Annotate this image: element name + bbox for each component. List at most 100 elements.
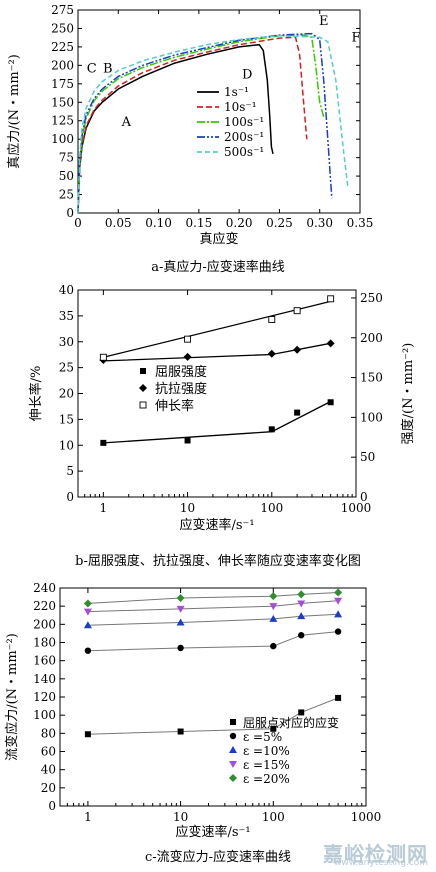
y-axis-label: 流变应力/(N・mm⁻²): [4, 633, 20, 761]
data-point-0: [184, 437, 191, 444]
series-line-0: [77, 43, 274, 214]
data-point-2: [293, 307, 301, 315]
data-point-3: [297, 600, 306, 608]
y-tick-label: 240: [33, 581, 56, 595]
y2-tick-label: 150: [360, 371, 383, 385]
point-label: D: [242, 68, 252, 83]
y-tick-label: 275: [51, 3, 74, 17]
data-point-0: [100, 439, 107, 446]
y-tick-label: 20: [59, 387, 74, 401]
data-point-0: [84, 731, 91, 738]
x-tick-label: 10: [180, 501, 195, 515]
y-tick-label: 225: [51, 40, 74, 54]
series-line-4: [77, 35, 349, 214]
legend-marker: [139, 384, 147, 392]
y-tick-label: 15: [59, 412, 74, 426]
y-tick-label: 200: [51, 58, 74, 72]
x-tick-label: 1: [100, 501, 108, 515]
series-line-2: [77, 34, 325, 214]
x-tick-label: 0.05: [105, 216, 132, 230]
x-tick-label: 0: [74, 216, 82, 230]
data-point-0: [177, 728, 184, 735]
y-tick-label: 140: [33, 672, 56, 686]
y-tick-label: 0: [66, 490, 74, 504]
data-point-2: [184, 335, 192, 343]
y-tick-label: 150: [51, 95, 74, 109]
legend-label: 100s⁻¹: [224, 115, 264, 129]
legend-label: 屈服点对应的应变: [243, 715, 339, 730]
data-point-0: [268, 426, 275, 433]
data-point-2: [297, 612, 306, 620]
y-tick-label: 120: [33, 690, 56, 704]
legend-label: ε =5%: [243, 730, 282, 744]
chart-panel-c: 1 10 100 1000 0 20 40 60 80 100 120 140 160 180 200 220…: [0, 580, 436, 872]
watermark-logo: 嘉峪检测网: [323, 842, 428, 866]
x-tick-label: 0.15: [185, 216, 212, 230]
y-tick-label: 125: [51, 114, 74, 128]
y-tick-label: 250: [51, 21, 74, 35]
y-tick-label: 50: [59, 169, 74, 183]
y-axis-label: 伸长率/%: [28, 366, 44, 422]
x-tick-label: 100: [262, 810, 285, 824]
y-tick-label: 25: [59, 188, 74, 202]
data-point-2: [99, 353, 107, 361]
y2-tick-label: 200: [360, 331, 383, 345]
x-tick-label: 1000: [351, 810, 382, 824]
y-tick-label: 100: [33, 708, 56, 722]
y-tick-label: 10: [59, 438, 74, 452]
legend-marker: [230, 719, 236, 725]
chart-c-caption: c-流变应力-应变速率曲线: [144, 850, 292, 865]
y-tick-label: 25: [59, 361, 74, 375]
y2-tick-label: 250: [360, 291, 383, 305]
data-point-3: [269, 603, 278, 611]
chart-b-caption: b-屈服强度、抗拉强度、伸长率随应变速率变化图: [75, 554, 361, 569]
y-tick-label: 20: [41, 781, 56, 795]
data-point-3: [176, 605, 185, 613]
plot-frame: [59, 587, 367, 807]
x-tick-label: 10: [173, 810, 188, 824]
y-tick-label: 5: [66, 464, 74, 478]
flow-stress-chart: 1 10 100 1000 0 20 40 60 80 100 120 140 160 180 200 220…: [4, 581, 382, 840]
legend-marker: [139, 401, 147, 409]
legend-label: 10s⁻¹: [224, 100, 257, 114]
x-tick-label: 100: [260, 501, 283, 515]
y-tick-label: 40: [59, 283, 74, 297]
data-point-2: [268, 316, 276, 323]
series-line-3: [77, 32, 333, 214]
data-point-4: [83, 599, 92, 608]
plot-frame: [77, 9, 361, 214]
legend-label: 屈服强度: [155, 364, 207, 380]
data-point-1: [326, 339, 335, 348]
y-tick-label: 75: [59, 151, 74, 165]
legend-label: 200s⁻¹: [224, 130, 264, 144]
legend-marker: [229, 732, 237, 740]
data-point-1: [267, 349, 276, 358]
point-label: C: [87, 62, 97, 77]
fit-line-2: [103, 300, 331, 358]
legend-label: 抗拉强度: [155, 381, 207, 397]
data-point-1: [298, 632, 305, 639]
x-tick-label: 0.35: [347, 216, 374, 230]
data-point-4: [176, 593, 185, 602]
data-point-0: [270, 725, 277, 732]
legend-label: ε =20%: [243, 772, 290, 786]
data-point-2: [334, 610, 343, 618]
data-point-1: [270, 642, 277, 650]
y-tick-label: 80: [41, 726, 56, 740]
x-tick-label: 1: [84, 810, 92, 824]
y-tick-label: 60: [41, 745, 56, 759]
point-label: E: [319, 14, 329, 29]
x-tick-label: 0.20: [226, 216, 253, 230]
data-point-4: [334, 588, 343, 597]
y-tick-label: 200: [33, 617, 56, 631]
y-tick-label: 0: [66, 206, 74, 220]
x-tick-label: 1000: [341, 501, 372, 515]
fit-line-0: [103, 400, 331, 444]
x-axis-label: 应变速率/s⁻¹: [179, 517, 254, 533]
x-tick-label: 0.10: [145, 216, 172, 230]
true-stress-strain-chart: 0 0.05 0.10 0.15 0.20 0.25 0.30 0.3502550751001…: [6, 3, 374, 247]
legend-label: 500s⁻¹: [224, 145, 264, 159]
legend-marker: [229, 774, 237, 782]
chart-panel-a: 0 0.05 0.10 0.15 0.20 0.25 0.30 0.35 0 25 50 75 100 1…: [0, 0, 436, 282]
x-axis-label: 真应变: [199, 231, 238, 247]
